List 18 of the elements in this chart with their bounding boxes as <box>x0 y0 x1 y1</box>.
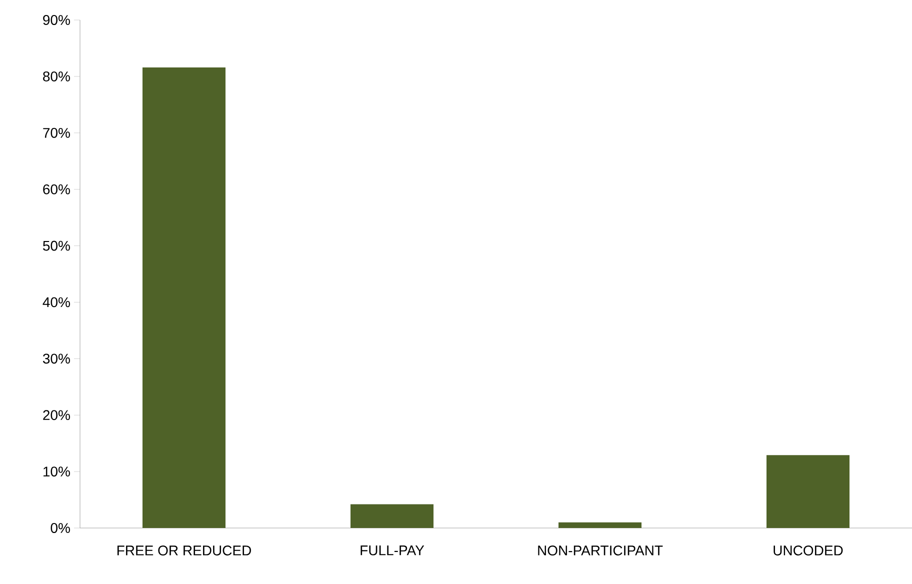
y-tick-label: 50% <box>43 240 70 251</box>
y-tick-label: 60% <box>43 184 70 194</box>
bar <box>766 455 850 528</box>
x-tick-label: NON-PARTICIPANT <box>538 546 663 556</box>
x-tick-label: UNCODED <box>774 546 843 556</box>
y-tick-label: 40% <box>42 297 70 308</box>
y-tick-label: 80% <box>43 71 70 82</box>
bar <box>350 504 434 528</box>
y-tick-label: 30% <box>42 354 70 364</box>
y-tick-label: 0% <box>50 523 70 533</box>
y-tick-label: 70% <box>43 128 70 138</box>
x-tick-label: FREE OR REDUCED <box>117 546 251 556</box>
y-tick-label: 20% <box>43 410 70 420</box>
y-tick-label: 90% <box>43 15 70 25</box>
bar <box>142 67 226 528</box>
y-tick-label: 10% <box>44 466 70 477</box>
x-tick-label: FULL-PAY <box>360 546 424 556</box>
bar <box>558 522 642 528</box>
